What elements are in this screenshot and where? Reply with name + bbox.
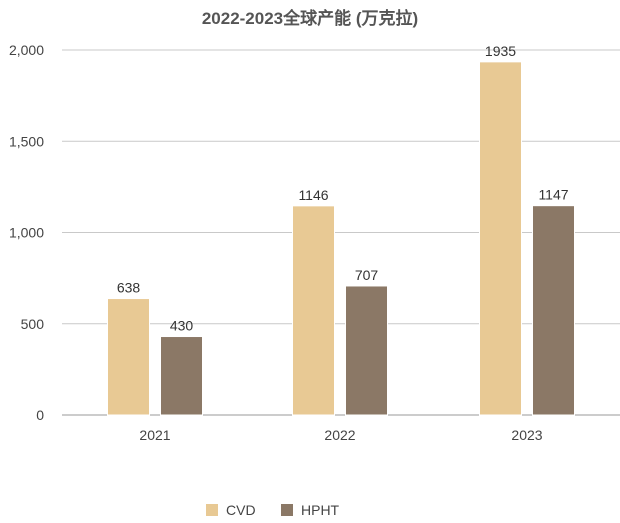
legend-swatch-cvd — [206, 504, 218, 516]
data-label: 638 — [117, 280, 141, 296]
bar-hpht-2023 — [532, 205, 575, 416]
y-tick-label: 1,500 — [9, 133, 44, 149]
data-label: 1935 — [485, 43, 516, 59]
data-label: 707 — [355, 267, 379, 283]
y-tick-label: 0 — [36, 407, 44, 423]
data-label: 430 — [170, 318, 194, 334]
x-tick-label: 2022 — [324, 427, 355, 443]
bar-cvd-2022 — [292, 205, 335, 416]
y-tick-label: 2,000 — [9, 42, 44, 58]
legend-swatch-hpht — [281, 504, 293, 516]
y-tick-label: 1,000 — [9, 225, 44, 241]
bar-hpht-2021 — [160, 336, 203, 416]
legend-label: CVD — [226, 502, 256, 518]
bar-hpht-2022 — [345, 285, 388, 416]
data-label: 1146 — [298, 187, 328, 203]
bar-cvd-2021 — [107, 298, 150, 416]
y-tick-label: 500 — [21, 316, 45, 332]
chart-title: 2022-2023全球产能 (万克拉) — [201, 9, 419, 28]
data-label: 1147 — [538, 187, 568, 203]
x-tick-label: 2021 — [139, 427, 170, 443]
legend-label: HPHT — [301, 502, 340, 518]
bar-cvd-2023 — [479, 61, 522, 416]
x-tick-label: 2023 — [511, 427, 542, 443]
